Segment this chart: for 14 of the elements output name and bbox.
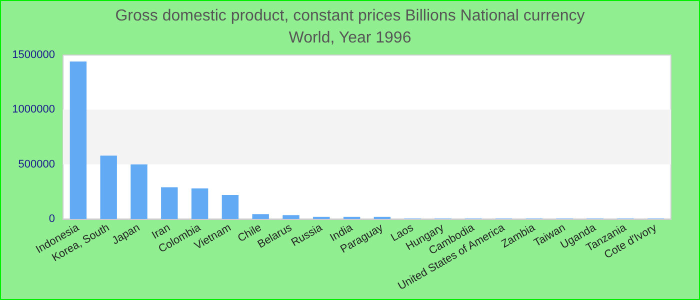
y-tick-label: 500000 xyxy=(18,158,55,170)
bar xyxy=(70,62,87,219)
bar xyxy=(130,164,148,219)
chart-subtitle: World, Year 1996 xyxy=(288,30,412,46)
y-tick-label: 0 xyxy=(48,213,55,225)
bar xyxy=(222,194,239,219)
bar xyxy=(161,187,178,219)
bar xyxy=(252,214,269,219)
y-tick-label: 1000000 xyxy=(12,104,55,116)
chart-title: Gross domestic product, constant prices Billions National currency xyxy=(115,8,585,24)
y-tick-label: 1500000 xyxy=(12,49,55,61)
bar xyxy=(191,188,208,219)
bar xyxy=(282,215,300,219)
bar xyxy=(100,156,117,219)
